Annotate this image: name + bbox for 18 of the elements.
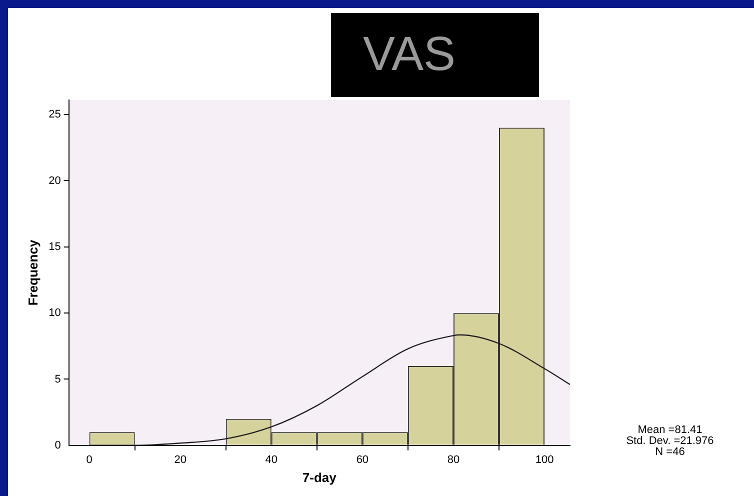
y-tick-label: 5	[54, 373, 61, 386]
x-tick-label: 40	[265, 454, 278, 466]
text: N =46	[654, 446, 686, 458]
chart-title: VAS	[331, 13, 539, 97]
y-tick-label: 10	[48, 307, 61, 320]
x-tick-label: 80	[447, 454, 460, 466]
x-tick-label: 100	[535, 454, 554, 466]
y-tick-label: 0	[54, 439, 61, 452]
y-tick-label: 15	[48, 240, 61, 253]
text: Std. Dev. =21.976	[625, 435, 715, 447]
x-axis-title: 7-day	[302, 470, 338, 485]
y-tick-label: 20	[48, 174, 61, 187]
text: Mean =81.41	[636, 424, 704, 436]
x-tick-label: 60	[356, 454, 369, 466]
x-tick-label: 0	[86, 454, 92, 466]
x-tick-label: 20	[174, 454, 186, 466]
y-tick-label: 25	[48, 108, 61, 121]
y-axis-title: Frequency	[25, 239, 40, 306]
